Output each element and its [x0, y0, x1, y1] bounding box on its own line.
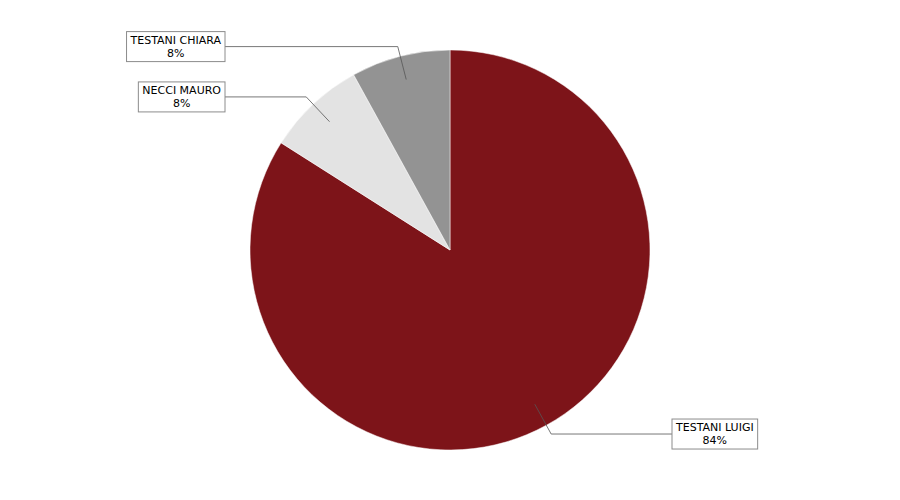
pie-slice [354, 50, 450, 250]
slice-value: 8% [173, 97, 190, 110]
leader-line [225, 47, 406, 80]
slice-name: TESTANI LUIGI [675, 421, 754, 434]
data-label: NECCI MAURO8% [138, 82, 225, 112]
data-label: TESTANI CHIARA8% [127, 32, 225, 62]
slice-name: TESTANI CHIARA [130, 34, 222, 47]
label-box [127, 32, 225, 62]
slice-name: NECCI MAURO [142, 84, 221, 97]
data-label: TESTANI LUIGI84% [672, 419, 758, 449]
slice-value: 84% [703, 434, 727, 447]
chart: TESTANI LUIGI84%NECCI MAURO8%TESTANI CHI… [0, 0, 900, 500]
labels: TESTANI LUIGI84%NECCI MAURO8%TESTANI CHI… [127, 32, 758, 449]
label-box [672, 419, 758, 449]
leader-line [535, 404, 672, 434]
pie [250, 50, 650, 450]
label-box [138, 82, 225, 112]
pie-slice [250, 50, 650, 450]
slice-value: 8% [167, 47, 184, 60]
leader-line [225, 97, 330, 122]
